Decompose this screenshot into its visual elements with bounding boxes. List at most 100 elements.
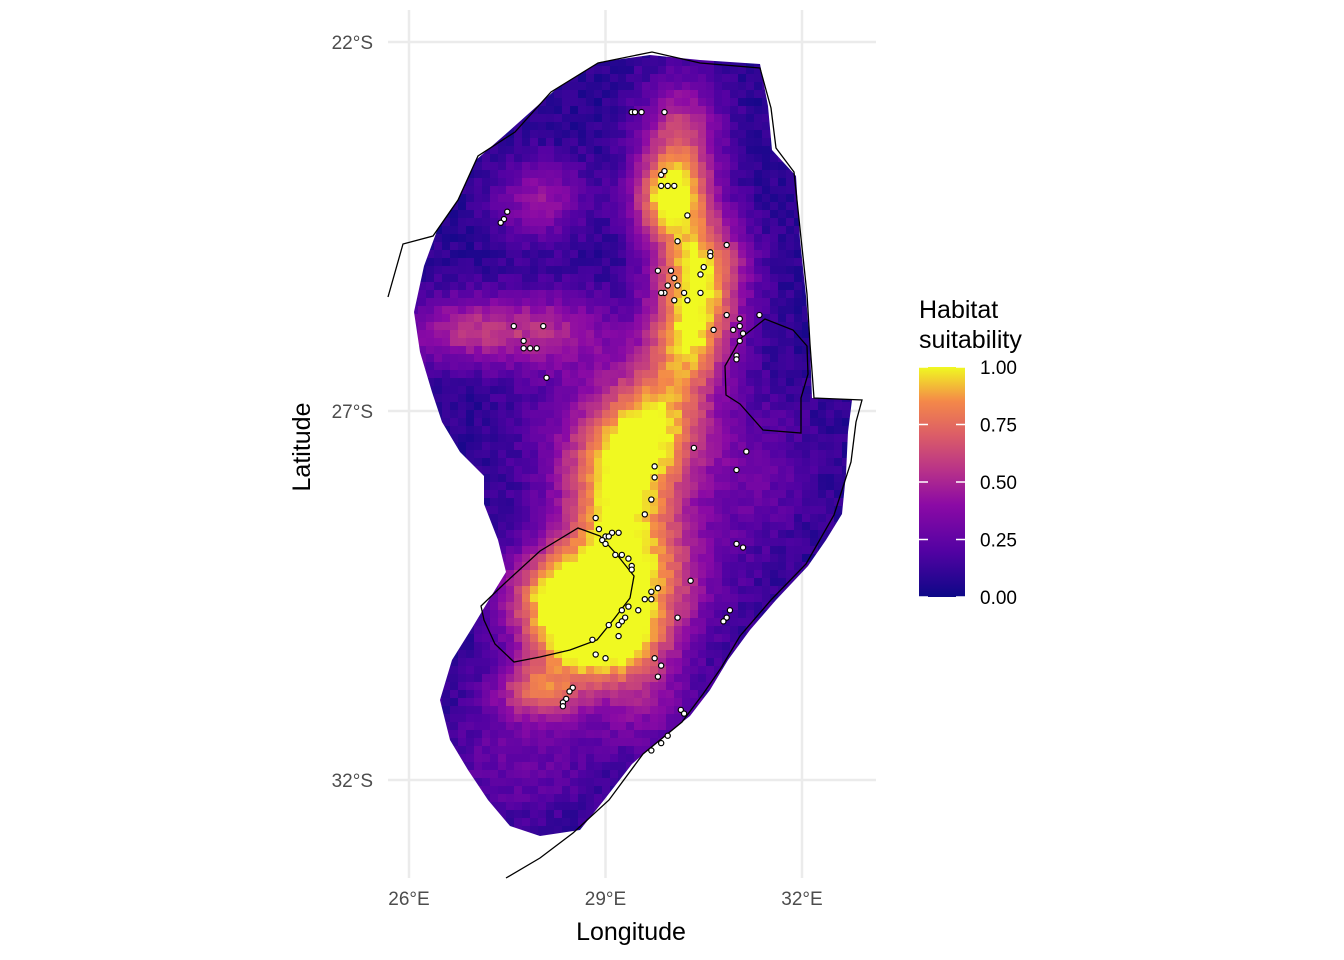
raster-cell — [818, 658, 826, 666]
raster-cell — [658, 618, 666, 626]
raster-cell — [618, 58, 626, 66]
raster-cell — [850, 266, 852, 274]
raster-cell — [770, 506, 778, 514]
raster-cell — [618, 258, 626, 266]
raster-cell — [578, 610, 586, 618]
raster-cell — [442, 434, 450, 442]
raster-cell — [730, 562, 738, 570]
raster-cell — [554, 362, 562, 370]
raster-cell — [706, 490, 714, 498]
raster-cell — [842, 442, 850, 450]
raster-cell — [698, 418, 706, 426]
raster-cell — [642, 306, 650, 314]
raster-cell — [610, 474, 618, 482]
raster-cell — [786, 154, 794, 162]
raster-cell — [842, 602, 850, 610]
raster-cell — [530, 282, 538, 290]
raster-cell — [570, 498, 578, 506]
raster-cell — [530, 474, 538, 482]
raster-cell — [674, 330, 682, 338]
raster-cell — [514, 682, 522, 690]
raster-cell — [842, 466, 850, 474]
raster-cell — [770, 114, 778, 122]
raster-cell — [594, 570, 602, 578]
raster-cell — [690, 522, 698, 530]
raster-cell — [714, 386, 722, 394]
raster-cell — [426, 74, 434, 82]
raster-cell — [738, 586, 746, 594]
raster-cell — [650, 298, 658, 306]
raster-cell — [738, 282, 746, 290]
raster-cell — [426, 658, 434, 666]
raster-cell — [594, 354, 602, 362]
raster-cell — [738, 218, 746, 226]
raster-cell — [474, 474, 482, 482]
raster-cell — [554, 570, 562, 578]
raster-cell — [610, 274, 618, 282]
raster-cell — [626, 74, 634, 82]
raster-cell — [554, 330, 562, 338]
raster-cell — [474, 698, 482, 706]
raster-cell — [426, 618, 434, 626]
raster-cell — [458, 346, 466, 354]
raster-cell — [530, 514, 538, 522]
raster-cell — [818, 682, 826, 690]
raster-cell — [530, 226, 538, 234]
raster-cell — [626, 706, 634, 714]
raster-cell — [414, 362, 418, 370]
raster-cell — [610, 722, 618, 730]
raster-cell — [746, 378, 754, 386]
raster-cell — [474, 378, 482, 386]
raster-cell — [530, 642, 538, 650]
raster-cell — [522, 674, 530, 682]
raster-cell — [498, 82, 506, 90]
raster-cell — [858, 610, 866, 618]
raster-cell — [562, 570, 570, 578]
raster-cell — [570, 178, 578, 186]
raster-cell — [442, 66, 450, 74]
raster-cell — [706, 258, 714, 266]
raster-cell — [474, 682, 482, 690]
raster-cell — [586, 242, 594, 250]
raster-cell — [514, 378, 522, 386]
raster-cell — [690, 650, 698, 658]
raster-cell — [674, 674, 682, 682]
raster-cell — [778, 290, 786, 298]
raster-cell — [610, 458, 618, 466]
raster-cell — [506, 530, 514, 538]
raster-cell — [418, 442, 426, 450]
raster-cell — [594, 626, 602, 634]
raster-cell — [754, 138, 762, 146]
raster-cell — [858, 602, 866, 610]
raster-cell — [426, 602, 434, 610]
raster-cell — [650, 514, 658, 522]
raster-cell — [682, 90, 690, 98]
raster-cell — [594, 466, 602, 474]
raster-cell — [538, 394, 546, 402]
raster-cell — [666, 378, 674, 386]
raster-cell — [730, 546, 738, 554]
raster-cell — [490, 402, 498, 410]
raster-cell — [578, 458, 586, 466]
raster-cell — [626, 522, 634, 530]
raster-cell — [554, 314, 562, 322]
raster-cell — [690, 162, 698, 170]
raster-cell — [458, 514, 466, 522]
raster-cell — [586, 458, 594, 466]
raster-cell — [570, 666, 578, 674]
raster-cell — [818, 178, 826, 186]
raster-cell — [658, 562, 666, 570]
raster-cell — [474, 490, 482, 498]
raster-cell — [586, 314, 594, 322]
raster-cell — [530, 290, 538, 298]
raster-cell — [522, 506, 530, 514]
raster-cell — [834, 234, 842, 242]
raster-cell — [474, 146, 482, 154]
raster-cell — [522, 730, 530, 738]
raster-cell — [570, 330, 578, 338]
raster-cell — [770, 266, 778, 274]
raster-cell — [522, 266, 530, 274]
raster-cell — [506, 722, 514, 730]
raster-cell — [506, 194, 514, 202]
raster-cell — [458, 690, 466, 698]
